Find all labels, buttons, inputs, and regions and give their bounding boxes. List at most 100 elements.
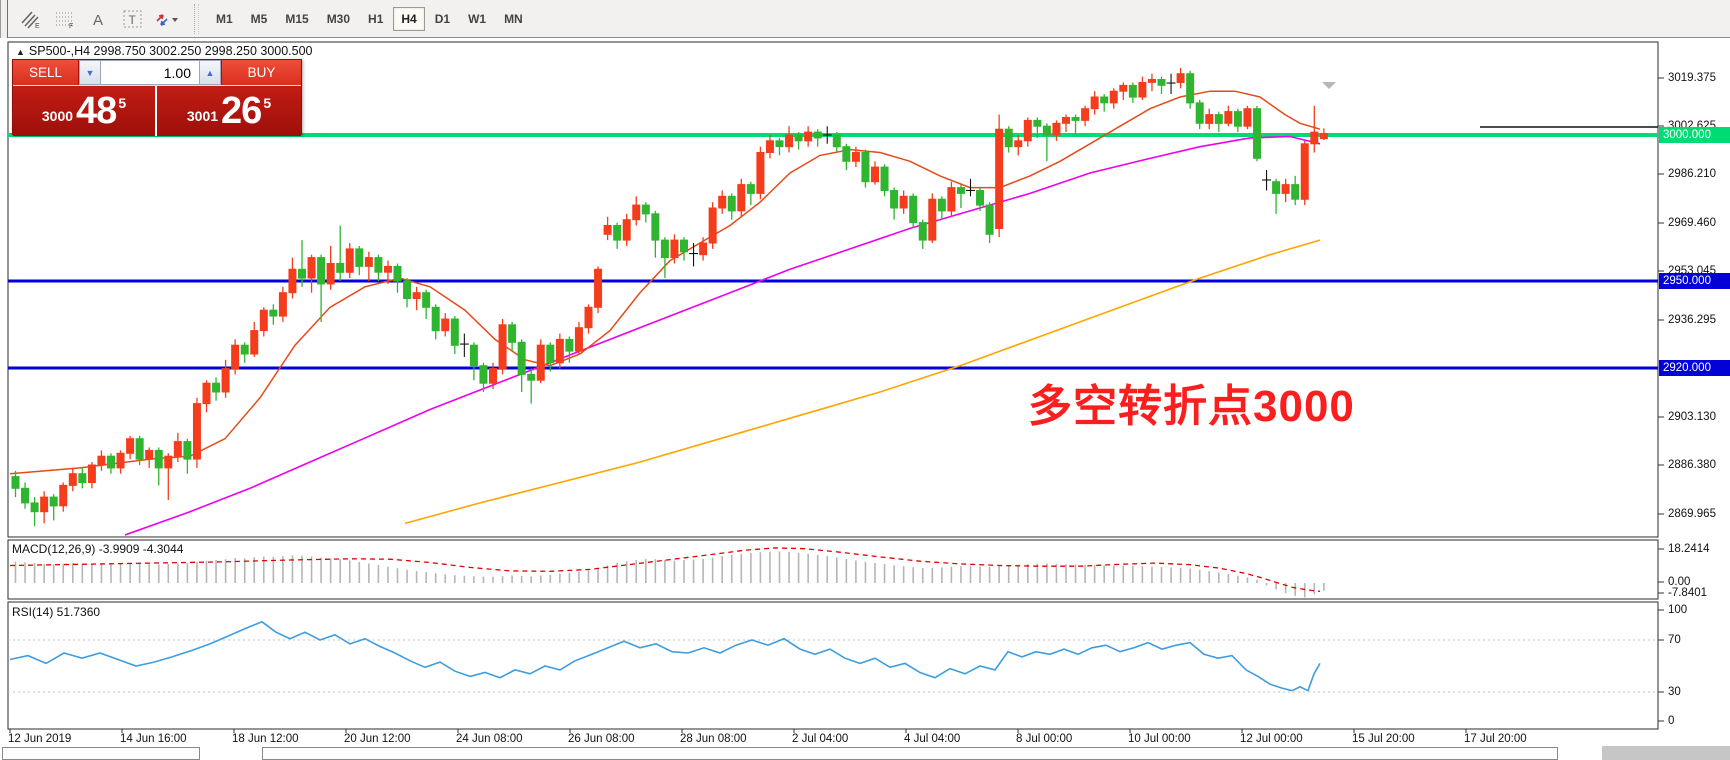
volume-decrease-button[interactable]: ▼ (79, 60, 101, 85)
candle-body (1109, 90, 1118, 104)
candle-body (899, 195, 908, 209)
candle-body (1224, 111, 1233, 124)
timeframe-button-m30[interactable]: M30 (326, 11, 351, 26)
candle-body (1205, 114, 1214, 124)
sell-button[interactable]: SELL (13, 60, 79, 85)
candle-body (928, 198, 937, 241)
candle-body (68, 473, 77, 486)
candle-body (450, 318, 459, 346)
chart-area[interactable]: ▲ SP500-,H4 2998.750 3002.250 2998.250 30… (0, 38, 1730, 760)
candle-body (21, 487, 30, 504)
candle-body (1119, 84, 1128, 92)
candle-body (1300, 143, 1309, 200)
candle-body (1081, 108, 1090, 121)
candle-body (632, 204, 641, 221)
candle-body (603, 225, 612, 235)
candle-body (527, 373, 536, 381)
candle-body (183, 441, 192, 460)
buy-price-big: 26 (221, 89, 262, 132)
candle-body (871, 166, 879, 183)
timeframe-button-m1[interactable]: M1 (216, 11, 233, 26)
candle-body (87, 464, 96, 483)
timeframe-button-h4[interactable]: H4 (393, 6, 425, 31)
timeframe-button-m15[interactable]: M15 (285, 11, 309, 26)
candle-body (546, 344, 555, 364)
candle-body (832, 134, 841, 148)
candle-body (393, 265, 402, 282)
macd-axis-label: -7.8401 (1668, 587, 1708, 599)
timeframe-button-w1[interactable]: W1 (468, 11, 487, 26)
time-axis-label: 20 Jun 12:00 (344, 733, 411, 745)
svg-text:E: E (35, 23, 40, 29)
candle-body (221, 368, 230, 393)
candle-body (30, 502, 39, 513)
chart-toolbar: E F A T M1 M5 M15 M30 H1 H4 D1 W1 MN (8, 0, 1730, 38)
time-axis-label: 2 Jul 04:00 (792, 733, 849, 745)
candle-body (135, 438, 144, 460)
rsi-pane-frame (7, 601, 1659, 730)
candle-body (1147, 79, 1156, 83)
candle-body (670, 239, 679, 259)
time-axis-label: 15 Jul 20:00 (1352, 733, 1415, 745)
candle-body (154, 449, 163, 469)
buy-price-display[interactable]: 3001 26 5 (157, 86, 301, 136)
candle-body (641, 204, 650, 215)
toolbar-separator (194, 3, 199, 34)
candle-body (107, 455, 115, 469)
scroll-end-marker-icon[interactable] (1322, 82, 1336, 89)
crosshair-lines-icon[interactable]: E (16, 6, 46, 32)
rsi-axis-label: 0 (1668, 715, 1675, 727)
volume-input[interactable] (101, 60, 199, 85)
timeframe-button-m5[interactable]: M5 (250, 11, 268, 26)
price-axis-label: 2869.965 (1668, 508, 1716, 520)
candle-body (861, 152, 870, 183)
candle-body (1253, 108, 1261, 159)
buy-button[interactable]: BUY (221, 60, 301, 85)
rsi-indicator-label: RSI(14) 51.7360 (12, 605, 101, 619)
sell-price-display[interactable]: 3000 48 5 (13, 86, 157, 136)
fibonacci-grid-icon[interactable]: F (50, 6, 80, 32)
candle-body (890, 190, 899, 209)
candle-body (1071, 117, 1080, 121)
candle-body (489, 368, 497, 384)
candle-body (1291, 184, 1300, 200)
collapse-triangle-icon[interactable]: ▲ (16, 47, 25, 57)
time-axis-label: 4 Jul 04:00 (904, 733, 961, 745)
arrows-tool-icon[interactable] (152, 6, 182, 32)
candle-body (1052, 122, 1061, 136)
rsi-axis-label: 70 (1668, 634, 1681, 646)
macd-histogram (14, 551, 1325, 598)
candle-body (11, 476, 20, 489)
candle-body (403, 280, 412, 299)
price-axis-label: 2903.130 (1668, 411, 1716, 423)
docked-window-edge-right (262, 747, 1558, 760)
candle-body (804, 131, 813, 142)
volume-increase-button[interactable]: ▲ (199, 60, 221, 85)
candle-body (126, 438, 135, 454)
time-axis-label: 12 Jun 2019 (8, 733, 72, 745)
fast-ma-line (9, 90, 1321, 475)
candle-body (756, 152, 765, 194)
candle-body (1100, 96, 1109, 104)
timeframe-button-group: M1 M5 M15 M30 H1 H4 D1 W1 MN (207, 6, 532, 31)
buy-price-handle: 3001 (186, 108, 219, 124)
svg-text:F: F (69, 23, 73, 29)
slow-ma-line (404, 239, 1321, 525)
candle-body (708, 207, 717, 244)
time-axis-label: 28 Jun 08:00 (680, 733, 747, 745)
timeframe-button-d1[interactable]: D1 (434, 11, 451, 26)
text-box-icon[interactable]: T (118, 6, 148, 32)
price-axis-label: 2886.380 (1668, 459, 1716, 471)
buy-price-pip: 5 (263, 95, 272, 111)
candle-body (1176, 73, 1185, 84)
text-label-icon[interactable]: A (84, 6, 114, 32)
time-axis-label: 8 Jul 00:00 (1016, 733, 1073, 745)
timeframe-button-mn[interactable]: MN (504, 11, 523, 26)
candle-body (317, 257, 326, 285)
chart-canvas[interactable] (0, 38, 1730, 760)
docked-window-edge-left (2, 747, 200, 760)
candle-body (259, 309, 268, 332)
timeframe-button-h1[interactable]: H1 (368, 11, 384, 26)
candle-body (517, 341, 526, 375)
candle-body (737, 184, 746, 212)
